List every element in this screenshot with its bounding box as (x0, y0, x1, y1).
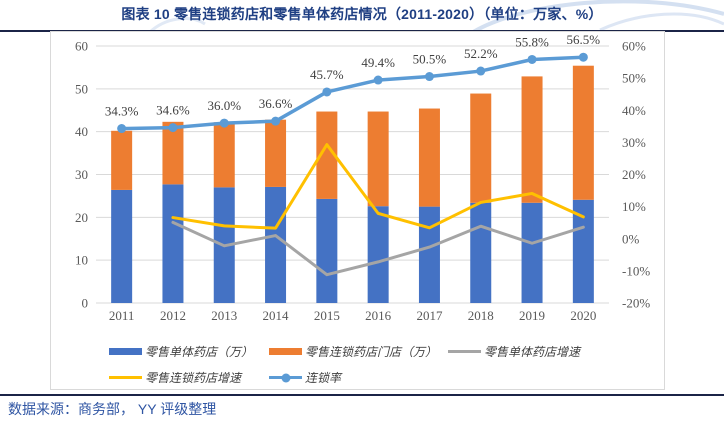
svg-text:36.0%: 36.0% (207, 98, 241, 113)
svg-text:2020: 2020 (570, 308, 596, 323)
svg-text:20: 20 (75, 210, 88, 225)
svg-text:2018: 2018 (468, 308, 494, 323)
svg-text:2015: 2015 (314, 308, 340, 323)
combo-chart: 0 10 20 30 40 50 60 -20% -10% 0% 10% 20% 30% 40% 50% 60… (75, 32, 650, 323)
svg-text:0: 0 (82, 296, 89, 311)
legend-item: 零售单体药店（万） (109, 343, 253, 360)
svg-text:49.4%: 49.4% (361, 55, 395, 70)
bottom-divider (0, 394, 724, 396)
svg-text:52.2%: 52.2% (464, 46, 498, 61)
svg-text:50.5%: 50.5% (413, 52, 447, 67)
svg-text:2017: 2017 (416, 308, 443, 323)
legend-swatch-line-marker-icon (269, 373, 302, 382)
svg-text:34.6%: 34.6% (156, 103, 190, 118)
data-source: 数据来源：商务部， YY 评级整理 (8, 401, 217, 417)
svg-text:2011: 2011 (109, 308, 135, 323)
svg-text:56.5%: 56.5% (567, 32, 601, 47)
svg-text:-20%: -20% (622, 296, 650, 311)
svg-text:2013: 2013 (211, 308, 237, 323)
legend-label: 零售连锁药店门店（万） (305, 345, 438, 359)
legend-swatch-line-icon (109, 375, 142, 380)
svg-text:10%: 10% (622, 199, 646, 214)
legend-label: 零售连锁药店增速 (145, 371, 242, 385)
legend-item: 零售连锁药店增速 (109, 369, 241, 386)
legend-swatch-bar-icon (269, 348, 302, 355)
svg-text:36.6%: 36.6% (259, 96, 293, 111)
svg-text:60%: 60% (622, 39, 646, 54)
chart-panel: 0 10 20 30 40 50 60 -20% -10% 0% 10% 20% 30% 40% 50% 60… (50, 31, 665, 390)
legend-item: 零售连锁药店门店（万） (269, 343, 437, 360)
svg-text:40: 40 (75, 124, 88, 139)
figure-title: 图表 10 零售连锁药店和零售单体药店情况（2011-2020）（单位：万家、%… (121, 6, 603, 22)
legend-label: 零售单体药店增速 (484, 345, 581, 359)
svg-text:0%: 0% (622, 231, 640, 246)
legend-item: 零售单体药店增速 (448, 343, 580, 360)
legend-item: 连锁率 (269, 369, 341, 386)
svg-text:2014: 2014 (263, 308, 290, 323)
svg-text:10: 10 (75, 253, 88, 268)
svg-text:50%: 50% (622, 71, 646, 86)
svg-text:60: 60 (75, 39, 88, 54)
svg-text:34.3%: 34.3% (105, 104, 139, 119)
svg-text:50: 50 (75, 81, 88, 96)
legend-swatch-bar-icon (109, 348, 142, 355)
legend-label: 零售单体药店（万） (145, 345, 254, 359)
svg-text:20%: 20% (622, 167, 646, 182)
svg-text:40%: 40% (622, 103, 646, 118)
svg-text:30: 30 (75, 167, 88, 182)
legend-marker-dot-icon (281, 373, 290, 382)
legend-swatch-line-icon (448, 349, 481, 354)
legend-label: 连锁率 (305, 371, 342, 385)
svg-text:30%: 30% (622, 135, 646, 150)
svg-text:45.7%: 45.7% (310, 67, 344, 82)
svg-text:2019: 2019 (519, 308, 545, 323)
svg-text:-10%: -10% (622, 263, 650, 278)
svg-text:2016: 2016 (365, 308, 392, 323)
svg-text:55.8%: 55.8% (515, 34, 549, 49)
svg-text:2012: 2012 (160, 308, 186, 323)
